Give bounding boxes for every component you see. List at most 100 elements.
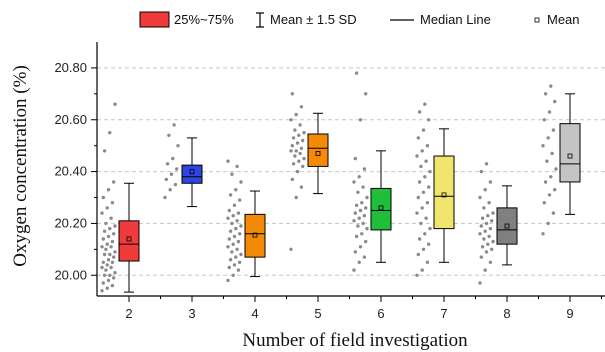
data-point (113, 102, 117, 106)
data-point (176, 144, 180, 148)
iqr-box (370, 187, 392, 231)
data-point (483, 268, 487, 272)
data-point (100, 289, 104, 293)
data-point (546, 136, 550, 140)
iqr-box (559, 123, 581, 183)
data-point (361, 185, 365, 189)
y-tick-label: 20.80 (54, 60, 87, 75)
data-point (488, 226, 493, 231)
data-point (425, 260, 430, 264)
data-point (108, 273, 112, 277)
data-point (164, 177, 168, 182)
data-point (289, 247, 293, 251)
mean-marker (126, 236, 132, 242)
data-point (105, 263, 109, 267)
data-point (416, 136, 420, 140)
data-point (112, 232, 116, 236)
data-point (112, 180, 116, 184)
data-point (427, 242, 431, 246)
data-point (108, 226, 112, 231)
mean-marker (252, 232, 258, 238)
data-point (486, 214, 490, 218)
data-point (232, 203, 237, 207)
data-point (490, 247, 494, 251)
data-point (110, 283, 115, 288)
data-point (487, 234, 491, 239)
data-point (356, 190, 360, 194)
data-point (428, 226, 432, 231)
x-tick-label: 5 (314, 306, 321, 321)
data-point (356, 224, 360, 228)
data-point (175, 167, 179, 171)
data-point (291, 162, 296, 166)
data-point (110, 201, 115, 205)
data-point (483, 229, 487, 233)
data-point (106, 258, 111, 262)
data-point (167, 133, 171, 137)
data-point (364, 239, 368, 244)
data-point (549, 175, 553, 179)
data-point (549, 84, 553, 88)
data-point (487, 201, 491, 205)
data-point (109, 265, 113, 270)
data-point (236, 268, 241, 272)
data-point (478, 232, 482, 236)
data-point (545, 159, 549, 163)
data-point (357, 216, 361, 220)
legend-label: Mean (547, 12, 580, 27)
data-point (421, 128, 426, 132)
data-point (479, 169, 483, 174)
data-point (364, 92, 368, 96)
data-point (108, 131, 112, 135)
data-point (163, 195, 167, 200)
data-point (232, 263, 237, 267)
data-point (553, 188, 557, 192)
data-point (293, 128, 297, 132)
data-point (239, 224, 243, 228)
data-point (302, 131, 306, 135)
data-point (484, 221, 489, 226)
data-point (234, 255, 238, 259)
data-point (113, 271, 117, 275)
data-point (101, 237, 106, 241)
data-point (427, 185, 431, 189)
data-point (482, 206, 486, 210)
data-point (293, 154, 297, 158)
data-point (417, 180, 422, 184)
data-point (226, 159, 230, 163)
data-point (165, 162, 170, 166)
data-point (543, 180, 548, 184)
data-point (416, 252, 420, 257)
data-point (104, 268, 108, 272)
legend: 25%~75% Mean ± 1.5 SD Median Line Mean (139, 11, 580, 28)
data-point (301, 164, 305, 169)
iqr-box (244, 213, 266, 258)
data-point (541, 144, 545, 148)
data-point (417, 237, 422, 241)
data-point (105, 286, 109, 290)
x-tick-label: 7 (440, 306, 447, 321)
data-point (553, 99, 557, 104)
x-tick-label: 3 (188, 306, 195, 321)
data-point (173, 182, 178, 187)
data-point (482, 237, 486, 241)
data-point (353, 211, 357, 215)
data-point (542, 118, 546, 122)
data-point (365, 195, 369, 200)
data-point (228, 229, 233, 233)
data-point (294, 149, 298, 153)
data-point (172, 123, 176, 127)
data-point (364, 206, 368, 210)
data-point (491, 211, 495, 215)
data-point (239, 180, 243, 184)
data-point (480, 245, 485, 249)
data-point (420, 206, 424, 210)
data-point (232, 234, 237, 239)
data-point (484, 162, 489, 166)
data-point (230, 250, 234, 254)
data-point (361, 221, 365, 226)
data-point (289, 149, 293, 153)
data-point (295, 141, 300, 145)
x-tick-label: 4 (251, 306, 258, 321)
data-point (169, 172, 174, 176)
